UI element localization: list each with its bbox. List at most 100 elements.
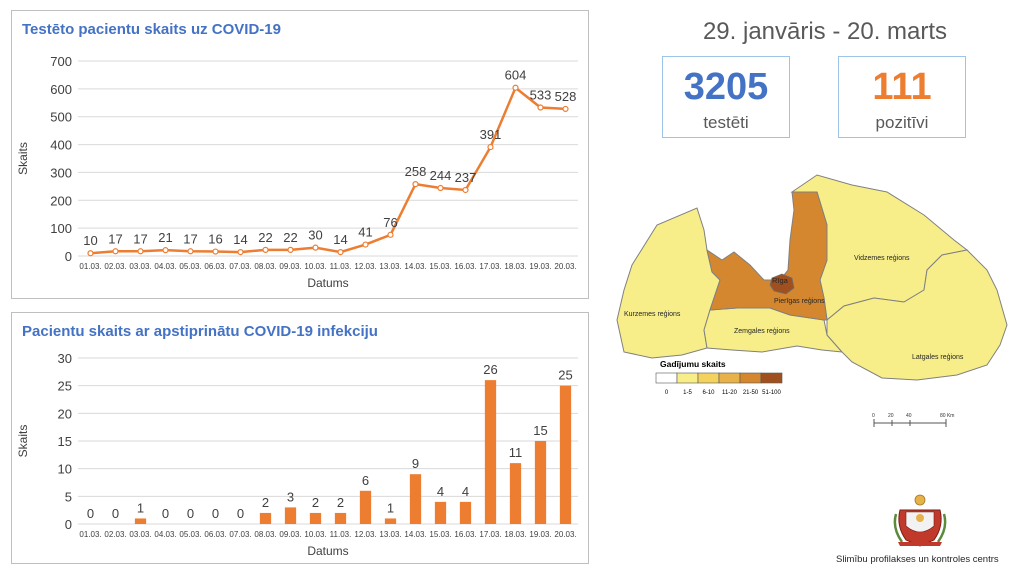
x-tick-label: 17.03. [479, 530, 501, 539]
data-label: 0 [237, 506, 244, 521]
legend-swatch [739, 372, 762, 384]
bar [259, 512, 272, 524]
scale-label-0: 0 [872, 413, 875, 419]
data-label: 76 [383, 215, 397, 230]
data-label: 2 [312, 495, 319, 510]
y-tick-label: 25 [58, 379, 72, 394]
data-label: 533 [530, 88, 552, 103]
x-tick-label: 02.03. [104, 262, 126, 271]
data-label: 6 [362, 473, 369, 488]
tested-chart-title: Testēto pacientu skaits uz COVID-19 [22, 21, 281, 38]
x-tick-label: 04.03. [154, 530, 176, 539]
y-tick-label: 200 [50, 193, 72, 208]
x-tick-label: 02.03. [104, 530, 126, 539]
x-tick-label: 12.03. [354, 262, 376, 271]
bar [409, 474, 422, 524]
data-label: 14 [233, 232, 247, 247]
data-label: 244 [430, 168, 452, 183]
data-label: 1 [387, 500, 394, 515]
data-label: 0 [212, 506, 219, 521]
y-axis-label: Skaits [16, 425, 30, 458]
x-tick-label: 16.03. [454, 530, 476, 539]
data-label: 258 [405, 164, 427, 179]
data-point [187, 248, 194, 255]
bar [484, 380, 497, 524]
data-label: 1 [137, 500, 144, 515]
x-tick-label: 18.03. [504, 530, 526, 539]
bar [509, 463, 522, 524]
data-point [537, 104, 544, 111]
data-label: 528 [555, 89, 577, 104]
x-tick-label: 04.03. [154, 262, 176, 271]
data-label: 391 [480, 127, 502, 142]
y-tick-label: 0 [65, 517, 72, 532]
legend-swatch [718, 372, 741, 384]
x-axis-label: Datums [307, 276, 348, 290]
data-label: 22 [283, 230, 297, 245]
latvia-region-map: Rīga Pierīgas reģions Kurzemes reģions Z… [612, 170, 1012, 440]
bar [559, 385, 572, 524]
data-point [312, 244, 319, 251]
y-tick-label: 100 [50, 221, 72, 236]
map-label-latgale: Latgales reģions [912, 353, 964, 361]
data-point [387, 231, 394, 238]
data-point [112, 248, 119, 255]
y-tick-label: 500 [50, 110, 72, 125]
x-tick-label: 10.03. [304, 262, 326, 271]
x-tick-label: 01.03. [79, 530, 101, 539]
x-tick-label: 13.03. [379, 262, 401, 271]
positive-count: 111 [872, 66, 932, 108]
x-tick-label: 20.03. [554, 262, 576, 271]
data-label: 11 [509, 445, 523, 460]
x-tick-label: 15.03. [429, 530, 451, 539]
data-point [362, 241, 369, 248]
map-label-pieriga: Pierīgas reģions [774, 297, 825, 305]
map-label-kurzeme: Kurzemes reģions [624, 310, 681, 318]
map-region-riga [769, 273, 795, 295]
data-label: 10 [83, 233, 97, 248]
scale-label-80: 80 Km [940, 413, 954, 419]
bar [334, 512, 347, 524]
legend-swatch [676, 372, 699, 384]
data-label: 25 [558, 368, 572, 383]
x-tick-label: 19.03. [529, 530, 551, 539]
data-label: 604 [505, 68, 527, 83]
data-label: 17 [133, 231, 147, 246]
data-label: 4 [437, 484, 444, 499]
legend-label: 1-5 [683, 390, 692, 396]
data-label: 30 [308, 228, 322, 243]
map-legend-title: Gadījumu skaits [660, 359, 726, 369]
positive-stat-box: 111 pozitīvi [838, 56, 966, 138]
data-point [562, 105, 569, 113]
tested-count: 3205 [683, 66, 769, 108]
data-label: 16 [208, 232, 222, 247]
data-label: 0 [112, 506, 119, 521]
bar [284, 507, 297, 524]
tested-chart-panel: Testēto pacientu skaits uz COVID-19 0 100… [11, 10, 589, 299]
date-range: 29. janvāris - 20. marts [702, 18, 948, 45]
x-tick-label: 16.03. [454, 262, 476, 271]
y-tick-label: 300 [50, 165, 72, 180]
x-tick-label: 17.03. [479, 262, 501, 271]
positive-chart-title: Pacientu skaits ar apstiprinātu COVID-19… [22, 323, 378, 340]
x-tick-label: 18.03. [504, 262, 526, 271]
x-tick-label: 20.03. [554, 530, 576, 539]
x-tick-label: 19.03. [529, 262, 551, 271]
x-tick-label: 05.03. [179, 530, 201, 539]
data-label: 17 [108, 231, 122, 246]
data-point [237, 249, 244, 256]
data-label: 22 [258, 230, 272, 245]
map-legend: 0 1-5 6-10 11-20 21-50 51-100 [655, 372, 783, 396]
x-tick-label: 12.03. [354, 530, 376, 539]
data-point [462, 186, 469, 194]
legend-label: 11-20 [722, 390, 738, 396]
x-axis-label: Datums [307, 544, 348, 558]
tested-line-chart: 0 100 200 300 400 500 600 700 01.03. 02.03. 03.03.… [16, 54, 578, 290]
bar [459, 501, 472, 524]
x-tick-label: 09.03. [279, 262, 301, 271]
x-tick-label: 09.03. [279, 530, 301, 539]
bar [384, 518, 397, 524]
x-tick-label: 11.03. [330, 530, 352, 539]
data-label: 14 [333, 232, 347, 247]
x-tick-label: 15.03. [429, 262, 451, 271]
